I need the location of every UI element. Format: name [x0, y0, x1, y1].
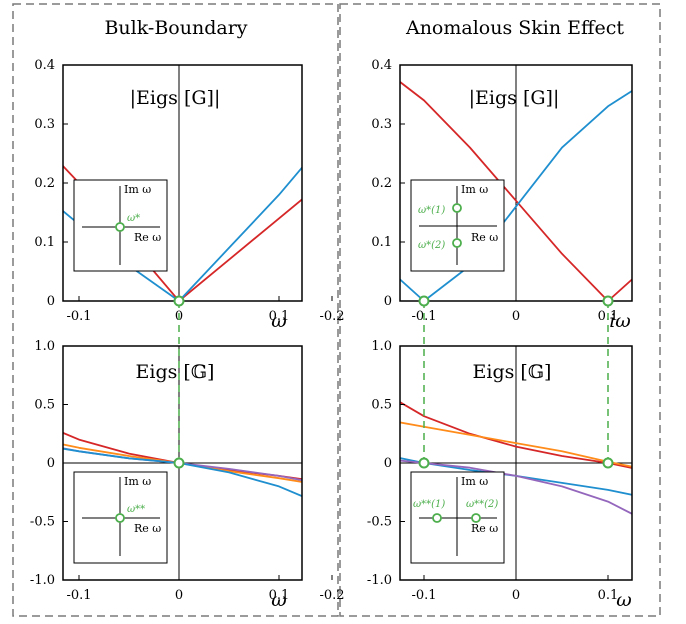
- x-axis-label: ω: [271, 589, 287, 611]
- series-line-red: [400, 80, 632, 301]
- y-tick-label: -1.0: [367, 573, 392, 588]
- zero-crossing-marker: [602, 457, 614, 469]
- x-tick-label: 0: [512, 588, 520, 603]
- y-tick-label: 0.2: [371, 176, 392, 191]
- x-tick-label: 0: [175, 588, 183, 603]
- left-section-frame: [12, 3, 339, 617]
- inset: Im ω Re ω ω**(1) ω**(2): [410, 471, 505, 564]
- y-tick-label: 0.2: [34, 176, 55, 191]
- y-tick-label: 0.1: [371, 235, 392, 250]
- inset-pole-marker-1: [452, 203, 462, 213]
- inset-pole-label: ω*: [127, 213, 140, 224]
- x-tick-label: 0.1: [269, 588, 290, 603]
- inset-pole-label: ω**: [127, 504, 145, 515]
- zero-crossing-marker: [418, 457, 430, 469]
- inset-re-label: Re ω: [471, 231, 498, 244]
- inset-im-label: Im ω: [124, 475, 151, 488]
- inset-pole-marker-1: [432, 513, 442, 523]
- y-tick-label: 0.1: [34, 235, 55, 250]
- connector-group: [178, 301, 609, 463]
- series-line-purple: [63, 447, 302, 482]
- y-tick-label: 0.5: [371, 398, 392, 413]
- y-tick-label: 0.3: [371, 117, 392, 132]
- inset-pole-label-1: ω*(1): [418, 205, 445, 216]
- series-line-red: [400, 401, 632, 469]
- zero-crossing-marker: [173, 457, 185, 469]
- inset: Im ω Re ω ω*(1) ω*(2): [410, 179, 505, 272]
- x-tick-label: -0.2: [319, 309, 344, 324]
- zero-crossing-marker: [173, 295, 185, 307]
- tick-group: -0.2-0.100.100.10.20.30.4: [34, 58, 290, 324]
- zero-crossing-marker: [418, 295, 430, 307]
- inset-pole-label-1: ω**(1): [413, 499, 445, 510]
- inset-im-label: Im ω: [461, 183, 488, 196]
- y-tick-label: -1.0: [30, 573, 55, 588]
- tick-group: -0.2 -0.1 0 0.1 -1.0 -0.5 0 0.5 1.0: [319, 339, 618, 603]
- inset-re-label: Re ω: [134, 522, 161, 535]
- y-tick-label: 0: [384, 294, 392, 309]
- series-line-blue: [63, 166, 302, 301]
- x-tick-label: 0.1: [598, 588, 619, 603]
- inset-pole-marker: [115, 222, 125, 232]
- inset-pole-marker: [115, 513, 125, 523]
- zero-crossing-marker: [602, 295, 614, 307]
- y-tick-label: 0.5: [34, 398, 55, 413]
- series-line-orange: [400, 421, 632, 468]
- x-axis-label: ω: [616, 589, 632, 611]
- y-tick-label: 1.0: [371, 339, 392, 354]
- right-section-title: Anomalous Skin Effect: [405, 17, 624, 39]
- inset-im-label: Im ω: [461, 475, 488, 488]
- inset-pole-label-2: ω**(2): [466, 499, 498, 510]
- series-line-purple: [400, 459, 632, 515]
- panel-left-bottom: -0.2-0.100.1-1.0-0.500.51.0 Eigs [𝔾] ω I…: [30, 339, 303, 611]
- inset-im-label: Im ω: [124, 183, 151, 196]
- y-tick-label: 0.4: [34, 58, 55, 73]
- panel-right-top: -0.2 -0.1 0 0.100.10.20.30.4 |Eigs [G]| iω …: [319, 58, 633, 332]
- panel-title: Eigs [𝔾]: [136, 361, 215, 383]
- right-section-frame: [339, 3, 661, 617]
- y-tick-label: -0.5: [367, 515, 392, 530]
- x-tick-label: -0.1: [66, 309, 91, 324]
- y-tick-label: 0.4: [371, 58, 392, 73]
- y-tick-label: 0: [47, 456, 55, 471]
- x-tick-label: -0.2: [319, 588, 344, 603]
- x-tick-label: 0: [512, 309, 520, 324]
- series-group: [63, 164, 302, 301]
- x-tick-label: -0.1: [66, 588, 91, 603]
- inset: Im ω Re ω ω*: [73, 179, 168, 272]
- y-tick-label: -0.5: [30, 515, 55, 530]
- series-line-orange: [63, 443, 302, 483]
- marker-group: [173, 295, 614, 469]
- x-tick-label: 0.1: [269, 309, 290, 324]
- panel-title: Eigs [𝔾]: [473, 361, 552, 383]
- left-section-title: Bulk-Boundary: [104, 17, 247, 39]
- inset-re-label: Re ω: [134, 231, 161, 244]
- series-line-red: [63, 164, 302, 301]
- x-axis-label: iω: [609, 310, 631, 332]
- y-tick-label: 0.3: [34, 117, 55, 132]
- panel-left-top: -0.2-0.100.100.10.20.30.4 |Eigs [G]| ω I…: [34, 58, 303, 332]
- panel-right-bottom: -0.2 -0.1 0 0.1 -1.0 -0.5 0 0.5 1.0 Eigs [𝔾] ω I…: [319, 339, 633, 611]
- inset-pole-marker-2: [452, 238, 462, 248]
- panel-title: |Eigs [G]|: [469, 87, 560, 109]
- series-line-blue: [63, 447, 302, 498]
- panel-title: |Eigs [G]|: [130, 87, 221, 109]
- x-axis-label: ω: [271, 310, 287, 332]
- y-tick-label: 1.0: [34, 339, 55, 354]
- tick-group: -0.2-0.100.1-1.0-0.500.51.0: [30, 339, 290, 603]
- inset-pole-marker-2: [471, 513, 481, 523]
- inset-pole-label-2: ω*(2): [418, 240, 445, 251]
- inset: Im ω Re ω ω**: [73, 471, 168, 564]
- y-tick-label: 0: [384, 456, 392, 471]
- inset-re-label: Re ω: [471, 522, 498, 535]
- series-group: [400, 401, 632, 515]
- x-tick-label: -0.1: [411, 588, 436, 603]
- y-tick-label: 0: [47, 294, 55, 309]
